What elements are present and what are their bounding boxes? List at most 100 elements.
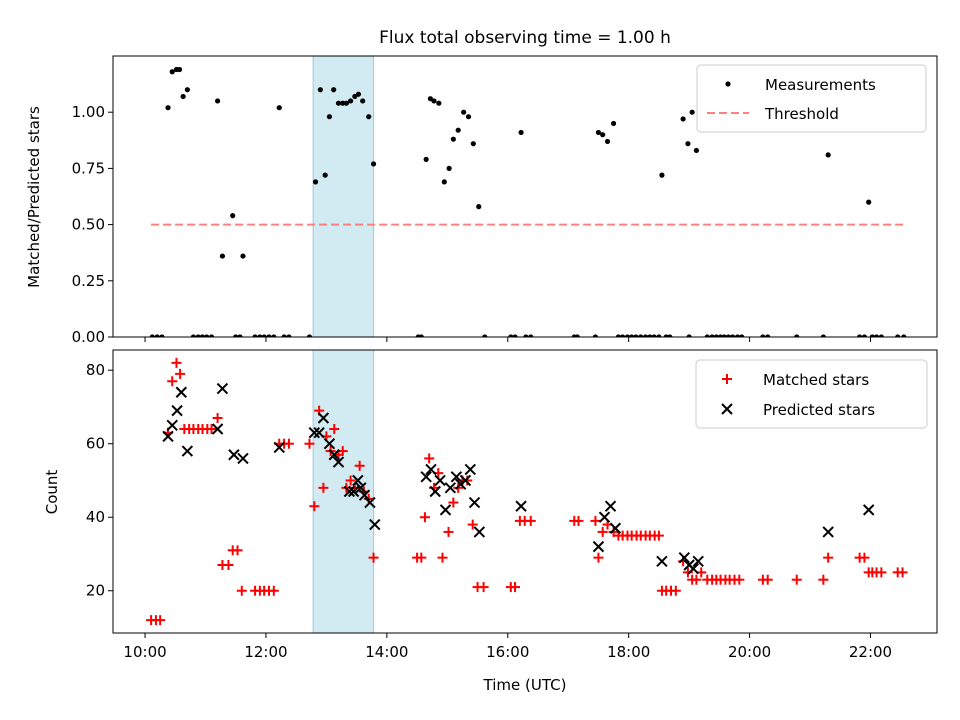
measurement-point xyxy=(624,334,631,337)
measurement-point xyxy=(208,334,215,337)
predicted-star-point xyxy=(308,426,321,439)
measurement-point xyxy=(528,334,534,337)
measurement-point xyxy=(470,141,476,147)
measurement-point xyxy=(306,334,313,337)
measurement-point xyxy=(686,334,692,337)
matched-star-point xyxy=(682,567,693,578)
measurement-point xyxy=(659,172,665,178)
predicted-star-point xyxy=(343,485,356,498)
measurement-point xyxy=(165,105,171,111)
matched-star-point xyxy=(573,515,584,526)
measurement-point xyxy=(436,100,442,106)
measurement-point xyxy=(518,129,524,136)
predicted-star-point xyxy=(420,471,432,483)
matched-star-point xyxy=(424,453,435,464)
predicted-star-point xyxy=(678,551,691,564)
measurement-point xyxy=(312,179,319,185)
top-y-axis-label: Matched/Predicted stars xyxy=(25,106,43,288)
matched-star-point xyxy=(368,552,379,563)
measurement-point xyxy=(431,98,437,104)
matched-star-point xyxy=(467,519,478,530)
y-tick-label: 60 xyxy=(86,435,105,453)
predicted-star-point xyxy=(464,463,476,476)
measurement-point xyxy=(620,334,626,337)
measurement-point xyxy=(647,334,653,337)
measurement-point xyxy=(861,334,868,337)
matched-star-point xyxy=(791,574,802,585)
predicted-star-point xyxy=(434,474,446,487)
matched-star-point xyxy=(762,574,773,585)
measurement-point xyxy=(866,199,872,205)
x-tick-label: 10:00 xyxy=(123,643,166,661)
measurement-point xyxy=(820,334,826,337)
predicted-star-point xyxy=(347,485,360,498)
x-tick-label: 16:00 xyxy=(486,643,529,661)
measurement-point xyxy=(721,334,727,337)
matched-star-point xyxy=(167,376,178,387)
measurement-point xyxy=(450,136,456,142)
measurement-point xyxy=(335,100,342,106)
predicted-star-point xyxy=(313,426,325,439)
measurement-point xyxy=(199,334,206,337)
measurement-point xyxy=(204,334,210,337)
measurement-point xyxy=(651,334,657,337)
top-x-axis-ticks xyxy=(144,337,871,342)
measurement-point xyxy=(713,334,719,337)
predicted-star-point xyxy=(323,438,336,450)
predicted-star-point xyxy=(822,526,834,538)
measurement-point xyxy=(643,334,649,337)
measurement-point xyxy=(739,334,745,337)
measurement-point xyxy=(629,334,635,337)
matched-star-point xyxy=(329,424,340,435)
measurement-point xyxy=(465,114,472,120)
measurement-point xyxy=(595,129,602,136)
matched-star-point xyxy=(416,552,427,563)
measurement-point xyxy=(693,147,699,154)
y-tick-label: 0.75 xyxy=(72,159,105,177)
measurement-point xyxy=(286,334,292,337)
measurement-point xyxy=(508,334,514,337)
matched-star-point xyxy=(318,482,329,493)
measurement-point xyxy=(610,120,617,127)
top-highlight-span xyxy=(312,55,375,338)
measurement-point xyxy=(512,334,518,337)
measurement-point xyxy=(857,334,863,337)
predicted-star-point xyxy=(317,412,330,424)
measurement-point xyxy=(730,334,736,337)
measurement-point xyxy=(869,334,875,337)
measurement-point xyxy=(423,156,429,163)
bottom-panel: 20 40 60 80 10:00 12:00 14:00 16:00 18:00 20:00 2… xyxy=(43,349,938,694)
measurement-point xyxy=(252,334,258,337)
measurement-point xyxy=(154,334,160,337)
matched-star-point xyxy=(232,545,243,556)
matched-star-point xyxy=(876,567,887,578)
matched-star-point xyxy=(818,574,829,585)
matched-star-point xyxy=(175,368,186,379)
bottom-legend: Matched stars Predicted stars xyxy=(695,359,928,429)
measurement-point xyxy=(261,334,267,337)
measurement-point xyxy=(343,100,349,106)
top-legend-box xyxy=(696,64,927,133)
measurement-point xyxy=(237,334,243,337)
y-tick-label: 0.50 xyxy=(72,216,105,234)
predicted-star-point xyxy=(166,419,178,432)
measurement-point xyxy=(878,334,884,337)
predicted-star-point xyxy=(273,441,285,454)
predicted-star-point xyxy=(473,526,486,538)
matched-star-point xyxy=(691,574,702,585)
measurement-point xyxy=(704,334,710,337)
bottom-legend-box xyxy=(695,359,928,429)
predicted-star-point xyxy=(175,386,188,398)
predicted-star-point xyxy=(216,382,229,395)
predicted-star-point xyxy=(328,449,340,461)
matched-star-point xyxy=(419,512,430,523)
predicted-star-point xyxy=(211,423,224,435)
predicted-star-point xyxy=(439,504,452,516)
predicted-star-point xyxy=(604,500,617,512)
measurement-point xyxy=(709,334,715,337)
measurement-point xyxy=(230,213,236,219)
measurement-point xyxy=(340,100,346,106)
y-tick-label: 40 xyxy=(86,508,105,526)
matched-star-point xyxy=(597,526,608,537)
